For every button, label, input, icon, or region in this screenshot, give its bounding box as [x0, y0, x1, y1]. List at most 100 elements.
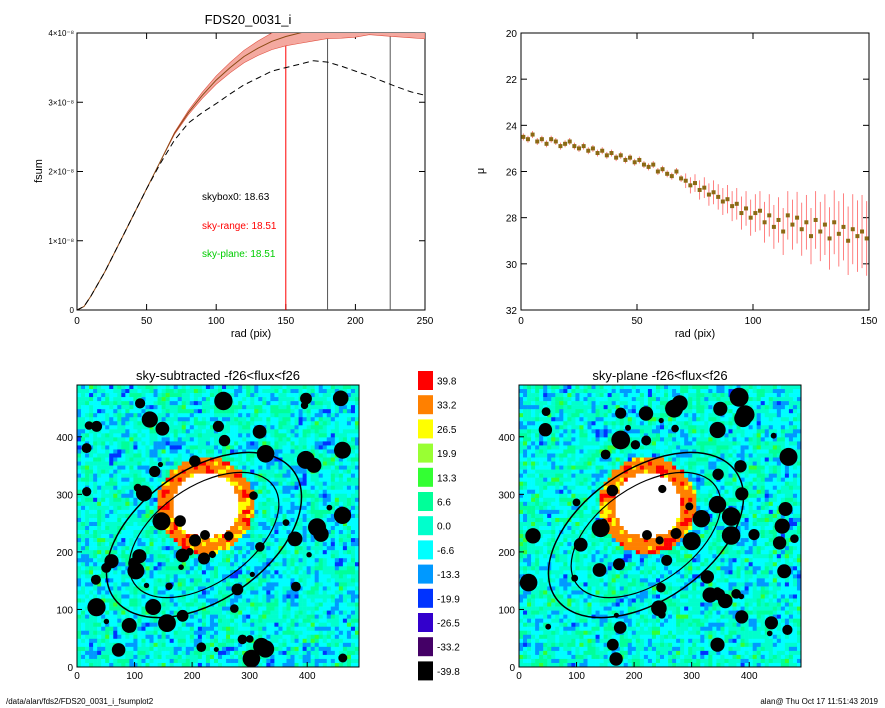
- mu-point: [679, 176, 684, 181]
- map-cell: [125, 594, 130, 599]
- map-cell: [109, 421, 114, 426]
- map-cell: [93, 634, 98, 640]
- map-cell: [109, 610, 114, 615]
- map-cell: [242, 606, 247, 611]
- map-cell: [193, 554, 199, 559]
- map-cell: [201, 457, 207, 462]
- map-cell: [185, 638, 191, 644]
- map-cell: [242, 413, 247, 418]
- map-cell: [193, 578, 199, 583]
- map-cell: [181, 453, 187, 458]
- map-cell: [318, 509, 324, 515]
- map-cell: [286, 469, 291, 474]
- map-cell: [254, 517, 259, 523]
- map-cell: [234, 409, 239, 414]
- map-cell: [205, 570, 211, 575]
- map-cell: [89, 481, 94, 487]
- y-tick-label: 0: [70, 306, 75, 315]
- map-cell: [298, 477, 303, 482]
- map-cell: [81, 405, 86, 410]
- map-cell: [258, 606, 263, 611]
- map-cell: [246, 602, 251, 607]
- map-cell: [85, 606, 90, 611]
- map-cell: [197, 477, 203, 482]
- map-cell: [153, 586, 158, 591]
- map-cell: [234, 497, 239, 503]
- map-cell: [129, 489, 134, 495]
- map-cell: [173, 485, 179, 491]
- map-cell: [85, 509, 90, 515]
- map-cell: [169, 630, 174, 636]
- map-cell: [89, 590, 94, 595]
- map-cell: [218, 558, 223, 563]
- map-cell: [270, 546, 275, 551]
- map-cell: [350, 429, 356, 434]
- map-cell: [133, 614, 138, 619]
- map-cell: [274, 457, 279, 462]
- map-cell: [270, 385, 275, 390]
- map-cell: [290, 437, 295, 442]
- map-cell: [197, 626, 203, 632]
- map-cell: [354, 646, 360, 652]
- map-cell: [181, 485, 187, 491]
- map-cell: [201, 521, 207, 527]
- map-cell: [205, 441, 211, 446]
- map-cell: [262, 534, 267, 539]
- map-cell: [354, 626, 360, 632]
- map-cell: [149, 542, 154, 547]
- map-cell: [97, 646, 102, 652]
- map-cell: [81, 594, 86, 599]
- map-cell: [169, 509, 174, 515]
- map-cell: [262, 393, 267, 398]
- map-cell: [121, 542, 126, 547]
- map-cell: [117, 654, 122, 660]
- map-cell: [121, 517, 126, 523]
- map-cell: [314, 650, 320, 656]
- map-cell: [238, 389, 243, 394]
- map-cell: [189, 509, 195, 515]
- map-cell: [161, 630, 166, 636]
- map-cell: [254, 409, 259, 414]
- map-cell: [302, 526, 307, 531]
- map-cell: [105, 429, 110, 434]
- map-cell: [169, 477, 174, 482]
- map-cell: [346, 501, 352, 507]
- map-cell: [105, 606, 110, 611]
- map-cell: [302, 493, 307, 499]
- map-cell: [109, 566, 114, 571]
- map-cell: [81, 505, 86, 511]
- map-cell: [222, 542, 227, 547]
- mu-point: [581, 144, 586, 149]
- map-cell: [302, 429, 307, 434]
- map-cell: [201, 397, 207, 402]
- map-cell: [346, 622, 352, 628]
- map-cell: [326, 606, 332, 611]
- map-cell: [294, 570, 299, 575]
- map-cell: [294, 413, 299, 418]
- map-cell: [93, 654, 98, 660]
- map-cell: [262, 517, 267, 523]
- map-cell: [222, 505, 227, 511]
- map-cell: [314, 602, 320, 607]
- map-cell: [205, 638, 211, 644]
- map-cell: [322, 578, 328, 583]
- map-cell: [346, 421, 352, 426]
- mu-point: [716, 194, 721, 199]
- map-cell: [242, 461, 247, 466]
- map-cell: [222, 566, 227, 571]
- map-cell: [346, 586, 352, 591]
- map-cell: [326, 397, 332, 402]
- map-cell: [121, 469, 126, 474]
- map-cell: [322, 570, 328, 575]
- map-cell: [262, 622, 267, 628]
- map-cell: [113, 433, 118, 438]
- map-cell: [242, 505, 247, 511]
- map-cell: [185, 546, 191, 551]
- map-cell: [165, 393, 170, 398]
- map-cell: [238, 534, 243, 539]
- map-cell: [290, 558, 295, 563]
- map-cell: [234, 521, 239, 527]
- map-cell: [242, 385, 247, 390]
- map-cell: [278, 417, 283, 422]
- map-cell: [346, 397, 352, 402]
